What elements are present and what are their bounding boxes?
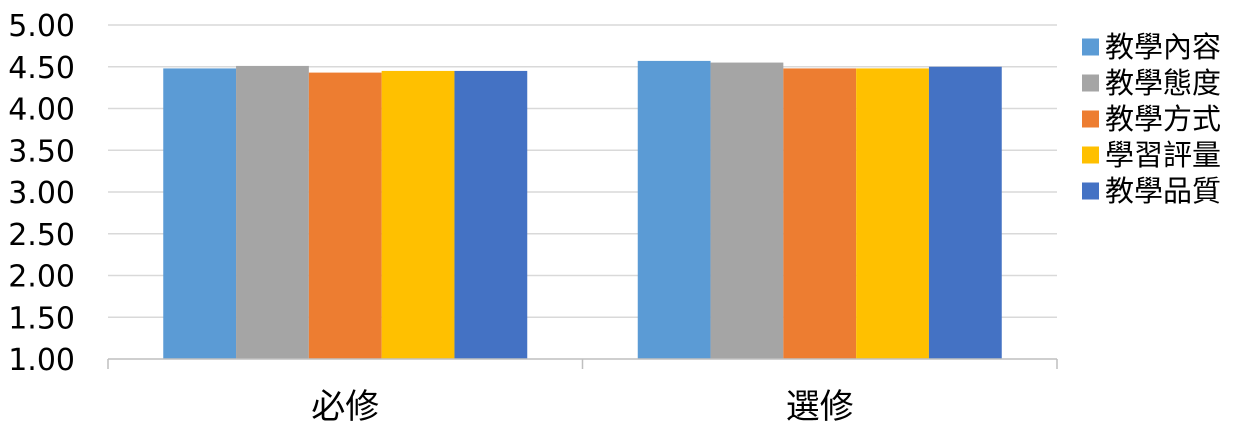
- legend-swatch: [1082, 74, 1099, 92]
- x-category-labels: 必修 選修: [311, 387, 854, 426]
- y-tick-label: 2.00: [8, 260, 75, 295]
- legend-label: 教學態度: [1105, 66, 1221, 100]
- axes: [107, 358, 1058, 369]
- bar-5-1: [454, 70, 528, 360]
- y-tick-label: 3.00: [8, 176, 75, 211]
- y-tick-label: 2.50: [8, 218, 75, 253]
- legend-swatch: [1082, 110, 1099, 128]
- y-tick-label: 5.00: [8, 9, 75, 44]
- y-tick-label: 3.50: [8, 134, 75, 169]
- x-category-label: 選修: [786, 387, 854, 426]
- y-tick-label: 4.00: [8, 93, 75, 128]
- y-tick-label: 4.50: [8, 51, 75, 86]
- bars: [163, 60, 1002, 360]
- legend-label: 教學內容: [1105, 30, 1221, 64]
- legend-swatch: [1082, 38, 1099, 56]
- x-category-label: 必修: [311, 387, 379, 426]
- y-tick-label: 1.00: [8, 343, 75, 378]
- bar-3-2: [783, 68, 857, 360]
- legend-swatch: [1082, 146, 1099, 164]
- bar-2-2: [710, 62, 784, 359]
- legend-label: 教學方式: [1105, 102, 1221, 136]
- bar-1-1: [163, 68, 237, 360]
- bar-4-1: [381, 70, 455, 360]
- bar-3-1: [308, 72, 382, 359]
- bar-2-1: [236, 65, 309, 359]
- legend-label: 教學品質: [1105, 174, 1221, 208]
- bar-4-2: [856, 68, 929, 360]
- y-tick-labels: 1.00 1.50 2.00 2.50 3.00 3.50 4.00 4.50 5.00: [8, 9, 75, 378]
- bar-1-2: [637, 60, 711, 359]
- legend-label: 學習評量: [1105, 138, 1221, 172]
- legend-swatch: [1082, 182, 1099, 200]
- bar-5-2: [928, 66, 1002, 359]
- y-tick-label: 1.50: [8, 301, 75, 336]
